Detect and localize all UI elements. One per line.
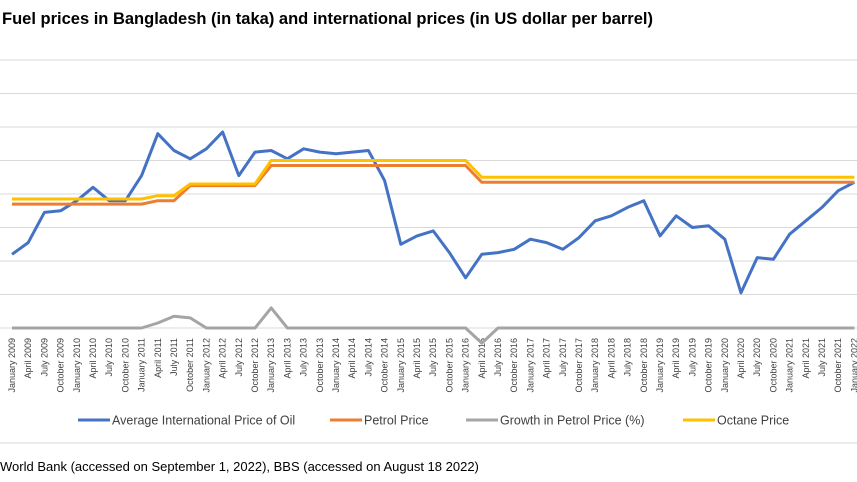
x-tick-label: October 2017 <box>574 338 584 393</box>
x-tick-label: October 2016 <box>509 338 519 393</box>
x-tick-label: April 2009 <box>23 338 33 379</box>
x-tick-label: April 2011 <box>153 338 163 378</box>
x-tick-label: July 2011 <box>169 338 179 376</box>
x-tick-label: July 2020 <box>752 338 762 377</box>
x-tick-label: July 2012 <box>234 338 244 377</box>
x-tick-label: April 2019 <box>671 338 681 379</box>
x-tick-label: April 2018 <box>606 338 616 379</box>
x-tick-label: October 2013 <box>315 338 325 393</box>
source: World Bank (accessed on September 1, 202… <box>0 459 479 474</box>
x-tick-label: January 2021 <box>785 338 795 393</box>
chart-title: Fuel prices in Bangladesh (in taka) and … <box>2 10 653 28</box>
x-tick-label: April 2017 <box>542 338 552 379</box>
series-line <box>11 130 856 295</box>
x-tick-label: July 2019 <box>687 338 697 377</box>
x-tick-label: October 2012 <box>250 338 260 393</box>
x-tick-label: January 2018 <box>590 338 600 393</box>
x-tick-label: July 2015 <box>428 338 438 377</box>
x-tick-label: January 2011 <box>137 338 147 392</box>
x-tick-label: January 2009 <box>7 338 17 393</box>
x-tick-label: January 2019 <box>655 338 665 393</box>
series-line <box>12 159 855 201</box>
x-tick-label: October 2010 <box>120 338 130 393</box>
series-line <box>12 164 855 206</box>
x-tick-label: July 2013 <box>299 338 309 377</box>
legend-label: Average International Price of Oil <box>112 414 295 428</box>
x-tick-label: October 2015 <box>444 338 454 393</box>
x-tick-label: July 2016 <box>493 338 503 377</box>
x-tick-label: April 2021 <box>801 338 811 379</box>
x-tick-label: October 2011 <box>185 338 195 392</box>
x-tick-label: January 2014 <box>331 338 341 393</box>
x-tick-label: July 2009 <box>39 338 49 377</box>
legend-label: Growth in Petrol Price (%) <box>500 414 644 428</box>
x-tick-label: April 2014 <box>347 338 357 379</box>
x-tick-label: January 2016 <box>461 338 471 393</box>
x-tick-label: April 2015 <box>412 338 422 379</box>
x-tick-label: January 2015 <box>396 338 406 393</box>
x-tick-label: July 2010 <box>104 338 114 377</box>
x-tick-label: July 2021 <box>817 338 827 377</box>
x-tick-label: April 2020 <box>736 338 746 379</box>
x-tick-label: October 2014 <box>380 338 390 393</box>
legend-label: Octane Price <box>717 414 789 428</box>
x-tick-label: October 2021 <box>833 338 843 393</box>
x-tick-label: October 2019 <box>704 338 714 393</box>
x-tick-label: April 2012 <box>218 338 228 379</box>
x-tick-label: July 2017 <box>558 338 568 377</box>
x-tick-label: April 2013 <box>282 338 292 379</box>
x-tick-label: July 2018 <box>623 338 633 377</box>
x-tick-label: January 2020 <box>720 338 730 393</box>
x-tick-label: January 2013 <box>266 338 276 393</box>
x-tick-label: January 2012 <box>201 338 211 393</box>
x-tick-label: January 2022 <box>849 338 857 393</box>
x-tick-label: January 2017 <box>525 338 535 393</box>
x-tick-label: October 2018 <box>639 338 649 393</box>
x-tick-label: October 2020 <box>768 338 778 393</box>
x-tick-label: October 2009 <box>56 338 66 393</box>
x-tick-label: July 2014 <box>363 338 373 377</box>
x-tick-label: January 2010 <box>72 338 82 393</box>
x-tick-label: April 2016 <box>477 338 487 379</box>
x-tick-label: April 2010 <box>88 338 98 379</box>
series-line <box>12 306 855 345</box>
legend-label: Petrol Price <box>364 414 429 428</box>
